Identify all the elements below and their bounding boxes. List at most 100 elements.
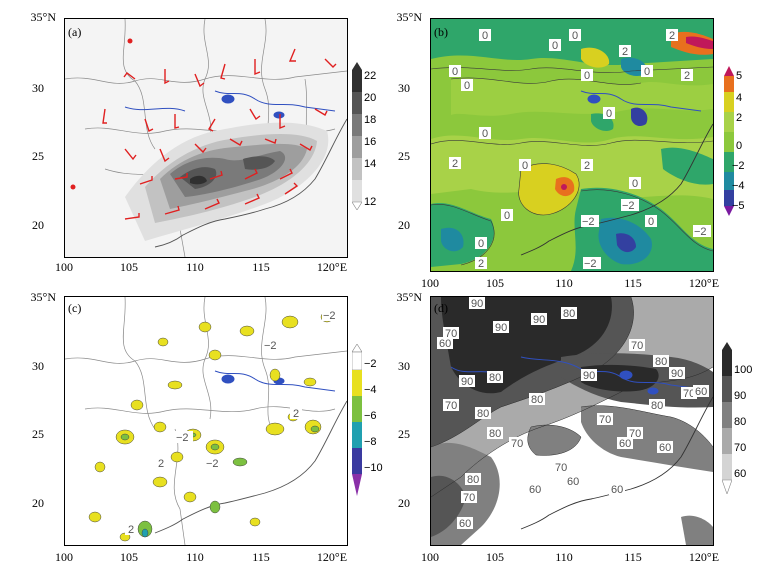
colorbar-swatch [352, 70, 362, 92]
colorbar-swatch [722, 454, 732, 480]
svg-text:0: 0 [572, 30, 578, 42]
lon-label-100: 100 [421, 550, 439, 564]
coastline [154, 118, 347, 248]
lon-label-105: 105 [486, 276, 504, 290]
svg-text:70: 70 [629, 428, 641, 440]
svg-text:70: 70 [445, 400, 457, 412]
colorbar-tick: 5 [736, 70, 743, 82]
svg-text:2: 2 [584, 160, 590, 172]
contour-label: 2 [619, 45, 631, 58]
contour-label: −2 [175, 431, 193, 444]
colorbar-swatch [724, 132, 734, 152]
contour-label: 0 [479, 127, 491, 140]
colorbar-tick: −5 [732, 200, 745, 212]
contour-label: 2 [681, 69, 693, 82]
svg-text:60: 60 [567, 476, 579, 488]
contour-label: 70 [509, 437, 525, 450]
colorbar-tick: 70 [734, 442, 747, 454]
svg-text:80: 80 [651, 400, 663, 412]
colorbar-b [724, 66, 734, 216]
contour-labels: −2 −2 2 −2 −2 2 2 [125, 309, 340, 536]
svg-text:0: 0 [504, 210, 510, 222]
contour-label: 80 [653, 355, 669, 368]
contour-label: −2 [583, 257, 601, 270]
colorbar-tick: 100 [734, 364, 753, 376]
svg-text:−2: −2 [264, 340, 277, 352]
colorbar-tick: 2 [736, 112, 743, 124]
contour-label: −2 [322, 309, 340, 322]
contour-label: 2 [581, 159, 593, 172]
lon-label-115: 115 [624, 550, 642, 564]
lat-label-30: 30 [398, 359, 410, 373]
svg-text:90: 90 [671, 368, 683, 380]
colorbar-swatch [724, 92, 734, 112]
colorbar-tick: −2 [732, 160, 745, 172]
contour-label: 0 [641, 65, 653, 78]
svg-text:90: 90 [495, 322, 507, 334]
lon-label-115: 115 [252, 550, 270, 564]
map-d-canvas: 90 70 90 80 60 70 90 80 90 70 80 80 90 8… [431, 297, 713, 545]
rivers [450, 356, 702, 395]
colorbar-tick: −2 [364, 358, 377, 370]
contour-label: 90 [669, 367, 685, 380]
lon-label-115: 115 [624, 276, 642, 290]
contour-label: 60 [609, 483, 625, 496]
svg-text:70: 70 [599, 414, 611, 426]
colorbar-swatch [722, 376, 732, 402]
svg-text:70: 70 [631, 340, 643, 352]
svg-text:−2: −2 [622, 200, 635, 212]
lon-label-120: 120°E [316, 550, 348, 564]
svg-text:60: 60 [659, 442, 671, 454]
svg-text:80: 80 [531, 394, 543, 406]
contour-label: 2 [475, 257, 487, 270]
lat-label-25: 25 [398, 149, 410, 163]
contour-label: 60 [657, 441, 673, 454]
panel-label: (d) [434, 301, 448, 315]
rivers [124, 90, 336, 119]
contour-label: 2 [125, 523, 137, 536]
contour-label: 60 [457, 517, 473, 530]
lon-label-110: 110 [186, 260, 204, 274]
map-d: (d) [430, 296, 714, 546]
lat-label-30: 30 [398, 81, 410, 95]
contour-label: 2 [666, 29, 678, 42]
shaded-field [88, 311, 334, 542]
map-a-canvas [65, 19, 347, 257]
lon-label-110: 110 [555, 276, 573, 290]
contour-label: 0 [629, 177, 641, 190]
contour-label: 70 [443, 399, 459, 412]
colorbar-swatch [724, 152, 734, 172]
colorbar-swatch [352, 396, 362, 422]
lat-label-20: 20 [32, 218, 44, 232]
lon-label-120: 120°E [688, 276, 720, 290]
coastline [154, 400, 347, 534]
svg-text:0: 0 [482, 128, 488, 140]
panel-label: (a) [68, 25, 82, 39]
contour-label: 70 [461, 491, 477, 504]
shaded-field [125, 122, 329, 241]
colorbar-swatch [351, 351, 363, 371]
contour-label: −2 [263, 339, 281, 352]
contour-labels: 90 70 90 80 60 70 90 80 90 70 80 80 90 8… [437, 297, 709, 530]
calm-wind-marker [127, 38, 133, 44]
lon-label-120: 120°E [688, 550, 720, 564]
svg-text:80: 80 [467, 474, 479, 486]
colorbar-tick: 16 [364, 136, 377, 148]
colorbar-swatch [722, 402, 732, 428]
colorbar-swatch [724, 76, 734, 92]
lon-label-110: 110 [186, 550, 204, 564]
svg-text:0: 0 [632, 178, 638, 190]
colorbar-swatch [724, 112, 734, 132]
contour-label: 60 [693, 385, 709, 398]
colorbar-tick: −10 [364, 462, 383, 474]
map-b: (b) [430, 18, 714, 272]
svg-text:−2: −2 [694, 226, 707, 238]
colorbar-swatch [724, 172, 734, 190]
svg-text:0: 0 [482, 30, 488, 42]
lat-label-25: 25 [32, 149, 44, 163]
svg-text:80: 80 [477, 408, 489, 420]
svg-text:60: 60 [619, 438, 631, 450]
contour-label: 0 [479, 29, 491, 42]
province-borders [65, 297, 347, 545]
contour-label: 2 [449, 157, 461, 170]
